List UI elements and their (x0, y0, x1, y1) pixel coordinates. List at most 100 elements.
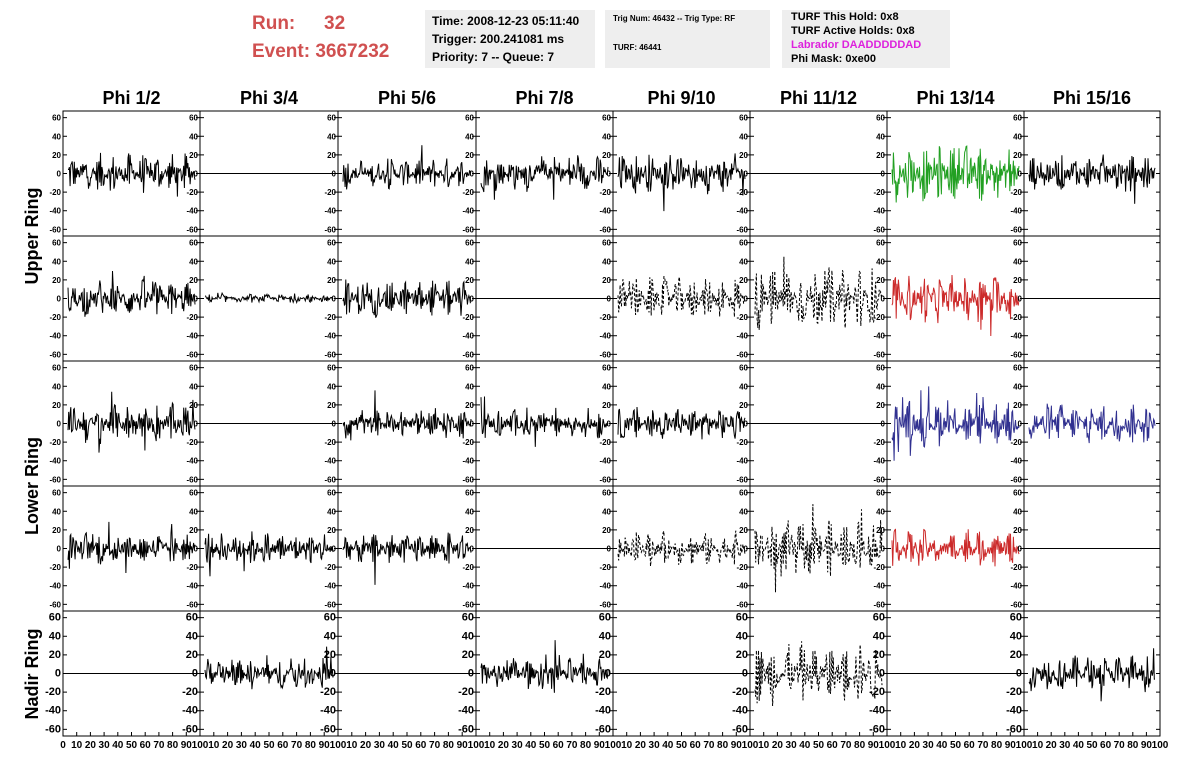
y-tick-label: -40 (873, 582, 885, 591)
y-tick-label: 60 (602, 114, 611, 123)
y-tick-label: 0 (881, 545, 886, 554)
x-tick-label: 50 (1086, 740, 1098, 751)
y-tick-label: -60 (873, 350, 885, 359)
y-tick-label: 40 (52, 507, 61, 516)
y-tick-label: 20 (876, 276, 885, 285)
y-tick-label: 60 (327, 114, 336, 123)
x-tick-label: 40 (799, 740, 811, 751)
y-tick-label: -60 (1010, 225, 1022, 234)
y-tick-label: 40 (739, 382, 748, 391)
waveform-trace (1028, 648, 1156, 702)
y-tick-label: -60 (869, 723, 885, 735)
x-tick-label: 50 (539, 740, 551, 751)
waveform-trace (617, 153, 746, 212)
y-tick-label: -20 (324, 188, 336, 197)
y-tick-label: -40 (462, 457, 474, 466)
y-tick-label: 20 (465, 151, 474, 160)
y-tick-label: 60 (327, 364, 336, 373)
y-tick-label: 60 (599, 612, 611, 624)
y-tick-label: -40 (324, 332, 336, 341)
x-tick-label: 30 (99, 740, 111, 751)
y-tick-label: 20 (739, 151, 748, 160)
y-tick-label: 40 (1010, 630, 1022, 642)
y-tick-label: -40 (186, 582, 198, 591)
y-tick-label: 40 (736, 630, 748, 642)
x-tick-label: 60 (415, 740, 427, 751)
y-tick-label: 0 (194, 545, 199, 554)
y-tick-label: 20 (1013, 401, 1022, 410)
y-tick-label: 0 (607, 420, 612, 429)
x-tick-label: 60 (277, 740, 289, 751)
y-tick-label: 0 (744, 295, 749, 304)
y-tick-label: 0 (607, 295, 612, 304)
x-tick-label: 80 (443, 740, 455, 751)
y-tick-label: -60 (1010, 600, 1022, 609)
x-tick-label: 90 (319, 740, 331, 751)
y-tick-label: -40 (599, 332, 611, 341)
y-tick-label: 0 (57, 170, 62, 179)
time-text: Time: 2008-12-23 05:11:40 (432, 14, 580, 28)
y-tick-label: 0 (607, 545, 612, 554)
waveform-trace (342, 390, 472, 441)
y-tick-label: -60 (595, 723, 611, 735)
y-tick-label: 0 (468, 668, 474, 680)
y-tick-label: -60 (873, 600, 885, 609)
y-tick-label: 20 (52, 276, 61, 285)
y-tick-label: 40 (189, 257, 198, 266)
waveform-trace (617, 406, 746, 440)
y-tick-label: -40 (186, 207, 198, 216)
x-tick-label: 80 (167, 740, 179, 751)
y-tick-label: -40 (458, 705, 474, 717)
y-tick-label: 0 (881, 295, 886, 304)
x-tick-label: 50 (401, 740, 413, 751)
event-label: Event: (252, 41, 311, 62)
turf-info-box: TURF This Hold: 0x8 TURF Active Holds: 0… (782, 10, 950, 68)
y-tick-label: -60 (599, 350, 611, 359)
y-tick-label: 60 (52, 489, 61, 498)
x-tick-label: 70 (153, 740, 165, 751)
y-tick-label: 20 (327, 276, 336, 285)
waveform-trace (480, 155, 609, 200)
y-tick-label: -20 (462, 563, 474, 572)
y-tick-label: 60 (602, 489, 611, 498)
waveform-trace (754, 256, 883, 330)
y-tick-label: -60 (736, 350, 748, 359)
y-tick-label: 40 (1013, 382, 1022, 391)
x-tick-label: 40 (250, 740, 262, 751)
waveform-trace (67, 521, 196, 574)
y-tick-label: 20 (189, 151, 198, 160)
y-tick-label: 20 (876, 401, 885, 410)
y-tick-label: 0 (470, 545, 475, 554)
y-tick-label: -60 (49, 600, 61, 609)
x-tick-label: 100 (605, 740, 622, 751)
y-tick-label: 0 (1016, 668, 1022, 680)
y-tick-label: 60 (189, 239, 198, 248)
priority-text: Priority: 7 -- Queue: 7 (432, 50, 555, 64)
waveform-trace (67, 152, 196, 197)
x-tick-label: 80 (305, 740, 317, 751)
y-tick-label: 0 (57, 295, 62, 304)
y-tick-label: -60 (324, 225, 336, 234)
y-tick-label: 40 (49, 630, 61, 642)
waveform-trace (754, 641, 883, 707)
x-tick-label: 60 (690, 740, 702, 751)
y-tick-label: -60 (49, 225, 61, 234)
y-tick-label: 0 (55, 668, 61, 680)
y-tick-label: -60 (49, 350, 61, 359)
x-tick-label: 50 (813, 740, 825, 751)
y-tick-label: 60 (462, 612, 474, 624)
y-tick-label: 40 (876, 132, 885, 141)
column-header-4: Phi 7/8 (515, 88, 573, 108)
y-tick-label: -40 (186, 332, 198, 341)
x-tick-label: 0 (60, 740, 66, 751)
y-tick-label: -20 (732, 686, 748, 698)
y-tick-label: 60 (189, 364, 198, 373)
y-tick-label: -20 (736, 188, 748, 197)
waveform-trace (480, 640, 609, 693)
y-tick-label: 60 (1013, 364, 1022, 373)
y-tick-label: 20 (1013, 526, 1022, 535)
x-tick-label: 100 (742, 740, 759, 751)
y-tick-label: -40 (869, 705, 885, 717)
y-tick-label: -40 (1010, 207, 1022, 216)
y-tick-label: -60 (732, 723, 748, 735)
